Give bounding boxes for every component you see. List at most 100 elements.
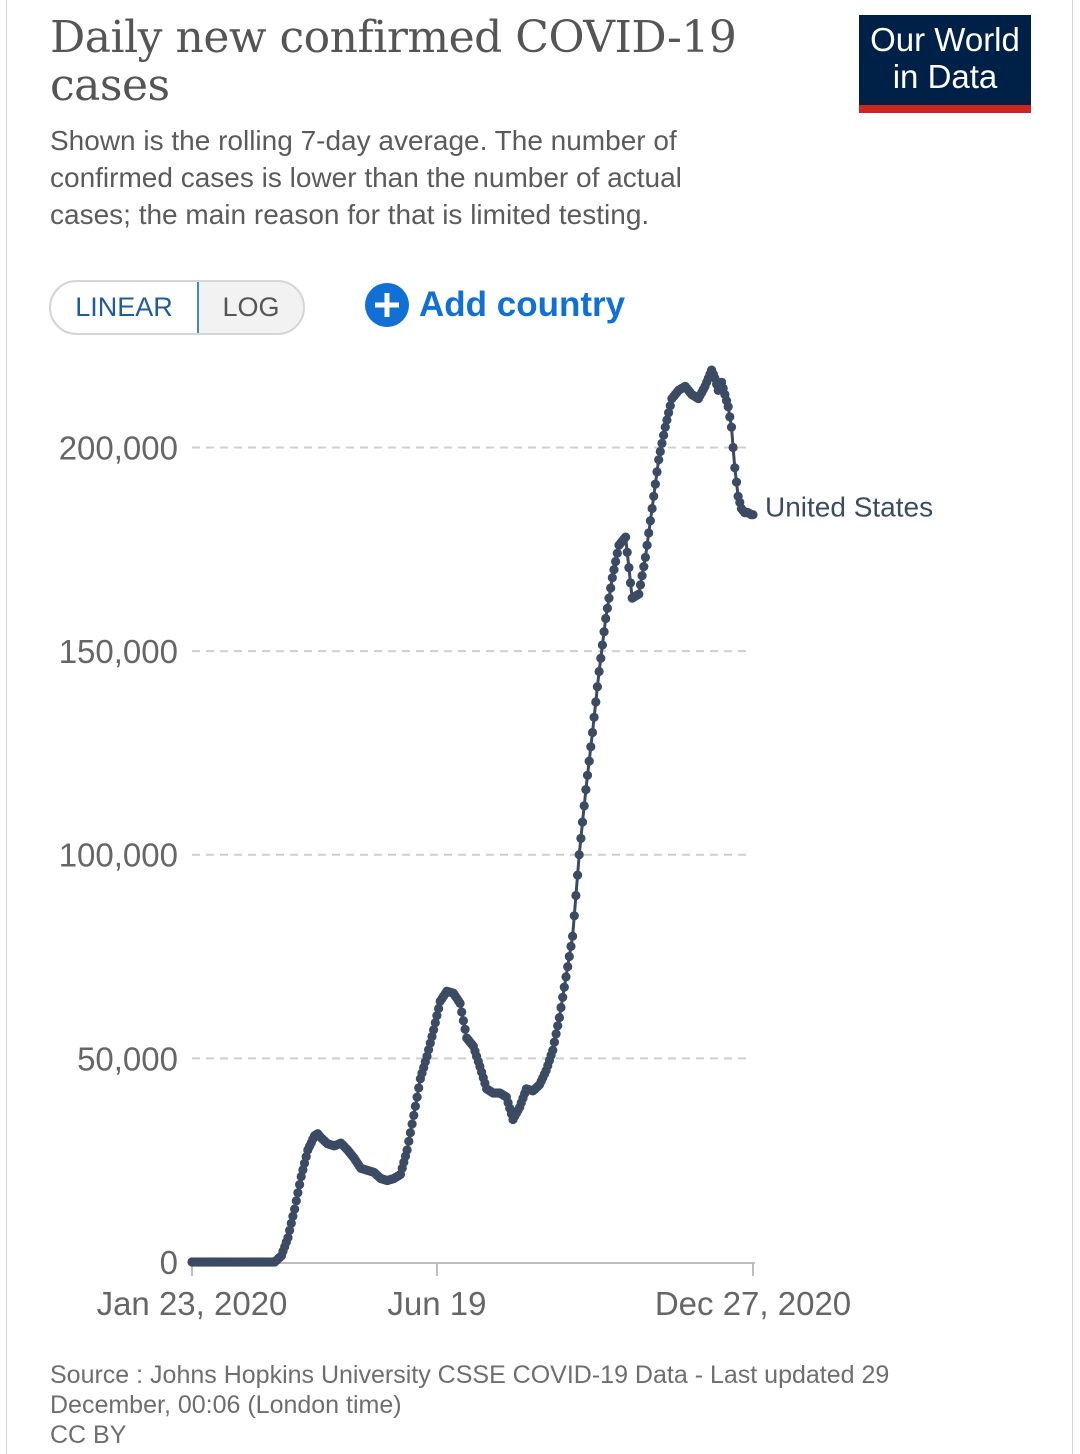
data-point xyxy=(571,890,581,901)
data-point xyxy=(723,402,733,412)
data-point xyxy=(591,697,601,707)
data-point xyxy=(594,666,604,677)
data-point xyxy=(660,422,670,432)
data-point xyxy=(730,463,740,473)
data-point xyxy=(644,528,654,538)
data-point xyxy=(642,540,652,550)
data-point xyxy=(586,742,596,752)
data-point xyxy=(662,415,672,425)
data-point xyxy=(606,583,616,593)
data-point xyxy=(582,770,593,780)
y-tick-label: 50,000 xyxy=(77,1040,178,1077)
data-point xyxy=(604,593,614,603)
data-point xyxy=(597,640,608,650)
data-point xyxy=(655,446,665,457)
data-point xyxy=(665,401,675,411)
data-point xyxy=(581,785,591,795)
data-point xyxy=(609,565,619,575)
data-point xyxy=(634,589,644,599)
chart-subtitle: Shown is the rolling 7-day average. The … xyxy=(50,125,682,230)
data-point xyxy=(664,408,674,418)
owid-logo[interactable]: Our World in Data xyxy=(859,15,1031,113)
data-point xyxy=(429,1025,439,1035)
data-point xyxy=(599,627,609,637)
data-point xyxy=(434,1003,444,1014)
data-point xyxy=(414,1083,424,1093)
add-country-label: Add country xyxy=(419,285,626,324)
grid-layer xyxy=(192,446,750,1060)
license-link[interactable]: CC BY xyxy=(50,1421,127,1449)
x-tick-label: Dec 27, 2020 xyxy=(655,1285,851,1322)
data-point xyxy=(405,1128,415,1138)
data-point xyxy=(549,1037,560,1047)
data-point xyxy=(639,562,649,572)
plus-circle-icon xyxy=(365,283,409,327)
data-point xyxy=(659,430,669,440)
series-line-united-states xyxy=(192,368,753,1264)
data-point xyxy=(576,833,586,843)
data-point xyxy=(624,563,634,573)
data-point xyxy=(460,1024,470,1034)
data-point xyxy=(640,552,651,562)
data-point xyxy=(410,1101,420,1111)
data-point xyxy=(286,1218,296,1228)
data-point xyxy=(458,1016,468,1026)
data-point xyxy=(637,571,647,581)
data-point xyxy=(657,438,667,448)
data-point xyxy=(622,547,632,557)
data-point xyxy=(650,479,661,489)
left-frame-border xyxy=(6,0,7,1454)
add-country-button[interactable]: Add country xyxy=(365,282,625,328)
source-note: Source : Johns Hopkins University CSSE C… xyxy=(50,1361,890,1419)
log-scale-button[interactable]: LOG xyxy=(222,292,280,322)
data-point xyxy=(601,613,611,624)
line-chart: 0 50,000 100,000 150,000 200,000 Jan 23, 2020… xyxy=(59,365,933,1322)
data-point xyxy=(285,1225,295,1235)
y-tick-label: 150,000 xyxy=(59,633,178,670)
data-point xyxy=(556,1002,566,1013)
chart-footer: Source : Johns Hopkins University CSSE C… xyxy=(50,1360,970,1450)
data-point xyxy=(407,1119,417,1129)
data-point xyxy=(726,422,737,432)
data-point xyxy=(589,712,599,722)
data-point xyxy=(548,1045,558,1055)
data-point xyxy=(554,1013,565,1023)
data-point xyxy=(596,653,606,663)
y-tick-label: 0 xyxy=(160,1244,178,1281)
data-point xyxy=(569,911,579,921)
data-point xyxy=(293,1188,303,1198)
data-point xyxy=(579,801,589,811)
data-point xyxy=(611,556,621,567)
data-point xyxy=(291,1196,301,1206)
linear-scale-button[interactable]: LINEAR xyxy=(51,282,199,333)
data-point xyxy=(559,982,569,992)
data-point xyxy=(649,491,659,501)
data-point xyxy=(728,442,738,453)
data-point xyxy=(574,850,584,860)
data-point xyxy=(748,510,758,520)
data-point xyxy=(283,1233,293,1243)
data-point xyxy=(561,972,571,982)
data-point xyxy=(558,992,568,1002)
data-point xyxy=(592,682,603,692)
y-tick-label: 200,000 xyxy=(59,429,178,466)
data-point xyxy=(564,951,574,962)
data-point xyxy=(625,578,636,588)
data-point xyxy=(566,941,576,952)
chart-title: Daily new confirmed COVID-19 cases xyxy=(50,12,737,111)
data-point xyxy=(654,455,664,465)
data-point xyxy=(430,1018,440,1028)
data-point xyxy=(568,931,578,941)
data-point xyxy=(409,1110,419,1120)
scale-toggle: LINEAR LOG xyxy=(49,280,305,335)
data-point xyxy=(635,580,646,590)
data-point xyxy=(295,1180,305,1190)
data-point xyxy=(290,1204,300,1214)
series-end-label: United States xyxy=(765,492,933,523)
data-point xyxy=(457,1007,467,1017)
data-point xyxy=(402,1145,412,1155)
data-point xyxy=(725,412,735,422)
logo-line-2: in Data xyxy=(892,58,998,95)
data-point xyxy=(612,548,622,558)
y-tick-label: 100,000 xyxy=(59,837,178,874)
